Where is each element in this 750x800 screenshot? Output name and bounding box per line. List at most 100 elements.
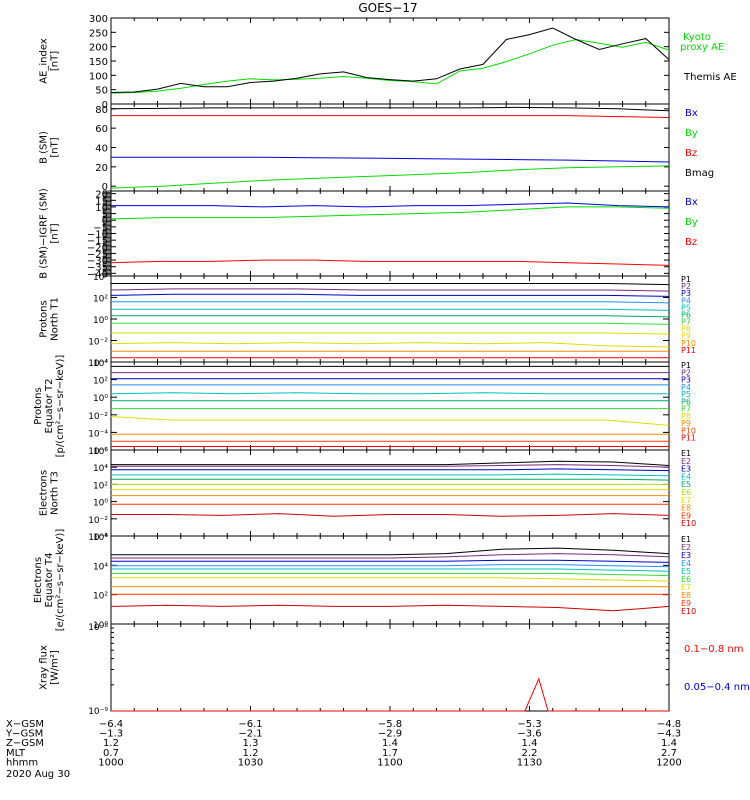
series-line-bz [111,115,670,118]
legend-entry: P7 [681,405,691,414]
legend-entry: P4 [681,383,691,392]
panel-frame [110,623,670,712]
series-line-p8 [110,416,670,426]
ephemeris-value: −2.9 [378,729,402,740]
legend-entry: P8 [681,412,691,421]
legend-entry: E9 [681,599,691,608]
series-line-bx [111,202,670,208]
y-tick-label: 200 [89,43,108,54]
panel-frame [110,449,670,537]
legend-entry: E2 [681,543,691,552]
legend-entry: Bx [685,197,698,208]
legend-entry: Bmag [685,168,714,179]
y-axis-label: B (SM) [39,131,50,164]
legend-entry: P5 [681,390,691,399]
legend-entry: P2 [681,368,691,377]
y-tick-label: −15 [87,236,108,247]
ephemeris-value: 2.7 [661,748,677,759]
y-tick-label: 10⁶ [93,533,108,543]
series-line-e5 [111,568,670,572]
ephemeris-label: X−GSM [6,719,44,730]
legend-entry: Themis AE [683,72,737,83]
legend-entry: Bz [685,148,697,159]
y-axis-label: Protons [39,300,50,337]
y-axis-label: North T3 [50,471,61,515]
ephemeris-value: 1.4 [382,738,398,749]
legend-entry: E8 [681,504,691,513]
y-tick-label: 50 [95,86,108,97]
legend-entry: P11 [681,346,696,355]
y-axis-label: Protons [33,387,44,424]
figure-title: GOES−17 [358,1,417,15]
ephemeris-value: 1.2 [103,738,119,749]
series-line-p1 [111,283,670,286]
y-tick-label: 40 [95,144,108,155]
y-tick-label: 300 [89,14,108,25]
y-tick-label: 20 [95,190,108,201]
y-tick-label: 10⁻⁶ [88,447,108,457]
legend-entry: proxy AE [680,42,724,53]
y-tick-label: −25 [87,249,108,260]
y-tick-label: 60 [95,124,108,135]
y-tick-label: 10 [95,203,108,214]
ephemeris-value: 1.4 [522,738,538,749]
legend-entry: Bz [685,237,697,248]
y-axis-label: AE_index [39,38,50,84]
ephemeris-value: −4.3 [657,729,681,740]
y-tick-label: −35 [87,263,108,274]
series-line-e3 [111,559,670,563]
legend-entry: E1 [681,535,691,544]
legend: Bx By Bz [685,197,698,248]
y-tick-label: 0 [102,100,108,111]
series-line-e7 [111,577,670,582]
y-tick-label: 80 [95,105,108,116]
series-line-e5 [111,478,670,481]
y-tick-label: −30 [87,256,108,267]
legend-entry: E6 [681,575,691,584]
legend-entry: E6 [681,488,691,497]
y-tick-label: 10² [93,377,108,387]
ephemeris-label: Z−GSM [6,738,44,749]
legend-entry: P5 [681,303,691,312]
ephemeris-label: Y−GSM [5,729,43,740]
y-tick-label: 10² [93,295,108,305]
legend-entry: P1 [681,275,691,284]
series-line-p3 [110,293,670,297]
y-tick-label: 10⁻² [88,338,108,348]
panel-8: Xray flux [W/m²] 10⁻⁹ 10⁻⁸ 0.1−0.8 nm 0.05−0.… [39,623,750,717]
series-line-e4 [111,473,670,477]
legend-entry: P9 [681,332,691,341]
legend-entry: E10 [681,607,696,616]
y-tick-label: −20 [87,243,108,254]
ephemeris-value: 1.3 [243,738,259,749]
ephemeris-value: 1.2 [243,748,259,759]
series-line-p5 [111,308,670,311]
y-tick-label: 10⁻⁴ [88,429,108,439]
y-tick-label: 250 [89,28,108,39]
y-tick-label: 20 [95,163,108,174]
panel-5: Protons Equator T2 [p/(cm²−s−sr−keV)] 10⁻⁶1… [33,355,696,458]
series-line-p9 [110,342,670,348]
y-tick-label: −40 [87,269,108,280]
legend-entry: P10 [681,426,696,435]
series-line-p5 [110,392,669,395]
y-tick-label: 10⁻⁴ [88,359,108,369]
legend-entry: Kyoto [683,32,711,43]
legend-entry: P3 [681,376,691,385]
ephemeris-value: 1100 [377,757,402,768]
y-tick-label: 0 [102,182,108,193]
legend: 0.1−0.8 nm 0.05−0.4 nm [684,644,750,693]
panel-frame [110,361,670,451]
y-tick-label: 10⁴ [93,464,108,474]
y-tick-label: 10⁻² [88,412,108,422]
panel-3: B (SM)−IGRF (SM) [nT] −40−35−30−25−20−15−1… [39,188,698,280]
legend-entry: E9 [681,511,691,520]
legend-entry: P8 [681,325,691,334]
y-axis-label: [e/(cm²−s−sr−keV)] [55,529,66,632]
ephemeris-value: 2.2 [522,748,538,759]
y-tick-label: 10⁰ [93,499,108,509]
y-axis-label: Electrons [33,557,44,603]
